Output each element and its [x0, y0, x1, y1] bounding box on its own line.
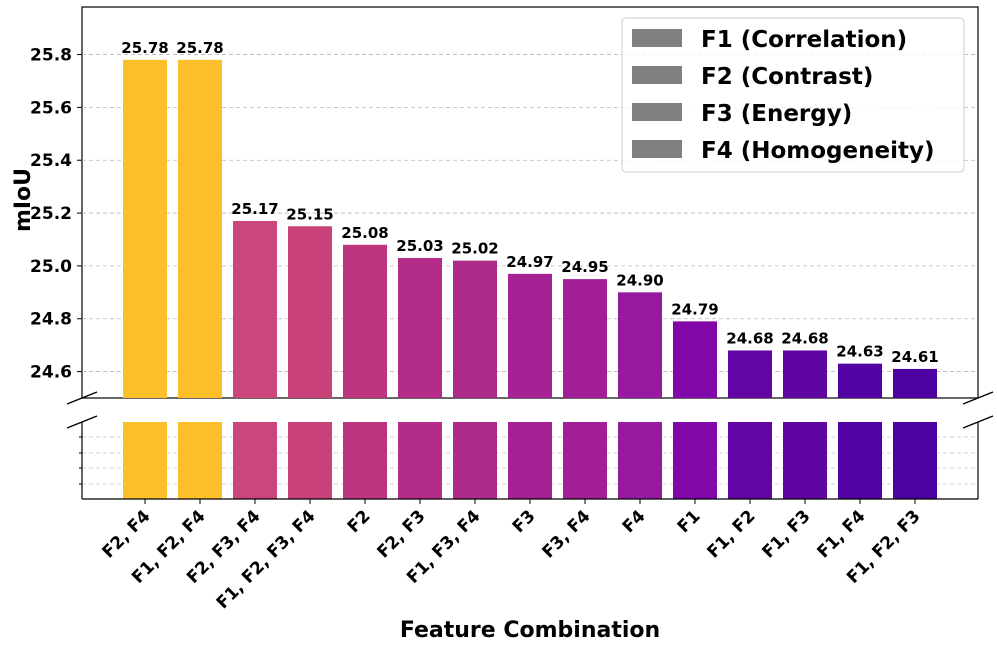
bar-lower — [838, 422, 882, 499]
bar-lower — [398, 422, 442, 499]
bar-value-label: 25.15 — [286, 205, 333, 223]
y-axis-ticks: 24.6 24.8 25.0 25.2 25.4 25.6 25.8 — [30, 46, 82, 383]
bar-value-label: 25.17 — [231, 200, 278, 218]
bar-value-label: 24.95 — [561, 258, 608, 276]
y-tick-label: 25.0 — [30, 257, 72, 277]
break-mark-lower-left — [66, 415, 98, 429]
bar-upper — [673, 321, 717, 398]
x-tick-label: F1 — [674, 506, 705, 537]
bar-lower — [563, 422, 607, 499]
bar-upper — [783, 350, 827, 398]
bar-lower — [453, 422, 497, 499]
legend-label-f2: F2 (Contrast) — [701, 64, 873, 90]
x-axis-title: Feature Combination — [400, 618, 660, 643]
x-tick-label: F2, F4 — [98, 506, 154, 562]
bar-value-label: 25.03 — [396, 237, 443, 255]
bar-value-label: 25.08 — [341, 224, 388, 242]
bar-upper — [728, 350, 772, 398]
y-tick-label: 24.8 — [30, 310, 72, 330]
x-tick-label: F2, F3 — [373, 506, 429, 562]
legend: F1 (Correlation) F2 (Contrast) F3 (Energ… — [621, 17, 965, 173]
bar-upper — [233, 220, 277, 398]
x-tick-label: F4 — [619, 506, 650, 537]
bar-upper — [178, 59, 222, 399]
bar-value-label: 24.61 — [891, 348, 938, 366]
bar-upper — [563, 279, 607, 398]
bar-lower — [783, 422, 827, 499]
legend-swatch-f4 — [632, 140, 682, 158]
break-mark-lower-right — [962, 415, 994, 429]
y-tick-label: 25.2 — [30, 204, 72, 224]
x-tick-label: F1, F2, F3, F4 — [213, 506, 320, 613]
legend-label-f4: F4 (Homogeneity) — [701, 138, 934, 164]
bar-value-labels: 25.78 25.78 25.17 25.15 25.08 25.03 25.02 24.97… — [121, 39, 938, 366]
bars-group — [123, 59, 937, 499]
x-tick-label: F1, F4 — [813, 506, 869, 562]
legend-swatch-f1 — [632, 29, 682, 47]
bar-lower — [343, 422, 387, 499]
x-tick-label: F1, F2 — [703, 506, 759, 562]
axis-break-markers — [66, 391, 994, 429]
break-mark-upper-left — [66, 391, 98, 405]
x-tick-label: F3 — [509, 506, 540, 537]
bar-lower — [123, 422, 167, 499]
bar-value-label: 25.78 — [176, 39, 223, 57]
x-tick-label: F1, F3 — [758, 506, 814, 562]
bar-value-label: 25.78 — [121, 39, 168, 57]
bar-upper — [838, 363, 882, 398]
bar-upper — [343, 244, 387, 398]
bar-upper — [398, 257, 442, 398]
bar-lower — [508, 422, 552, 499]
bar-lower — [893, 422, 937, 499]
bar-value-label: 24.68 — [781, 329, 828, 347]
bar-upper — [508, 273, 552, 398]
legend-label-f1: F1 (Correlation) — [701, 27, 907, 53]
bar-upper — [453, 260, 497, 398]
break-mark-upper-right — [962, 391, 994, 405]
bar-upper — [123, 59, 167, 399]
bar-value-label: 24.97 — [506, 253, 553, 271]
y-axis-title: mIoU — [11, 168, 36, 232]
x-tick-label: F2 — [344, 506, 375, 537]
y-tick-label: 25.8 — [30, 46, 72, 66]
bar-lower — [178, 422, 222, 499]
y-tick-label: 25.6 — [30, 98, 72, 118]
legend-swatch-f3 — [632, 103, 682, 121]
y-tick-label: 25.4 — [30, 151, 72, 171]
bar-value-label: 24.90 — [616, 271, 663, 289]
bar-upper — [893, 368, 937, 398]
bar-lower — [233, 422, 277, 499]
bar-lower — [673, 422, 717, 499]
bar-upper — [618, 292, 662, 398]
legend-swatch-f2 — [632, 66, 682, 84]
bar-value-label: 24.79 — [671, 300, 718, 318]
y-tick-label: 24.6 — [30, 363, 72, 383]
bar-lower — [288, 422, 332, 499]
bar-lower — [618, 422, 662, 499]
legend-box — [621, 17, 965, 173]
bar-value-label: 24.63 — [836, 343, 883, 361]
x-tick-label: F3, F4 — [538, 506, 594, 562]
bar-value-label: 25.02 — [451, 240, 498, 258]
bar-upper — [288, 226, 332, 398]
bar-value-label: 24.68 — [726, 329, 773, 347]
legend-label-f3: F3 (Energy) — [701, 101, 852, 127]
bar-lower — [728, 422, 772, 499]
